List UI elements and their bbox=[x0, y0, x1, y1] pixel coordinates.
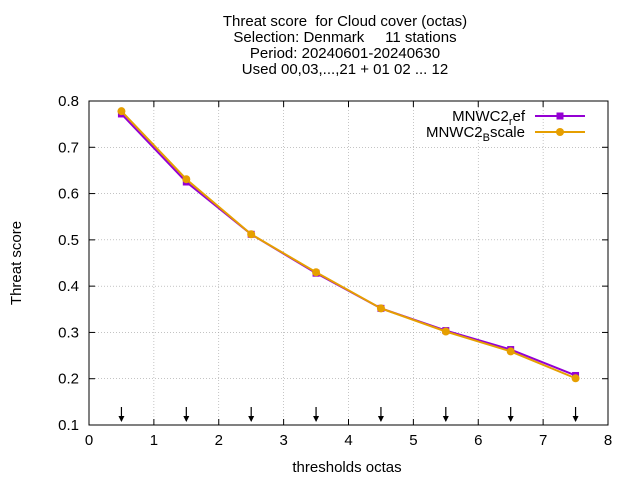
x-tick-label: 5 bbox=[409, 432, 417, 449]
x-tick-label: 1 bbox=[150, 432, 158, 449]
x-tick-label: 8 bbox=[604, 432, 612, 449]
legend-marker bbox=[556, 128, 564, 136]
title-line-3: Period: 20240601-20240630 bbox=[249, 45, 441, 62]
legend-marker bbox=[556, 112, 564, 120]
data-point bbox=[117, 107, 126, 116]
legend-label: MNWC2Bscale bbox=[426, 124, 525, 144]
threshold-arrow bbox=[183, 407, 190, 422]
data-point bbox=[376, 304, 385, 313]
legend-entry: MNWC2ref bbox=[452, 108, 585, 128]
x-tick-label: 3 bbox=[279, 432, 287, 449]
threshold-arrow bbox=[313, 407, 320, 422]
axes: 0 1 2 3 4 5 6 7 8 0.1 0.2 0.3 0.4 0.5 0.6 0.7 0.8 bbox=[58, 93, 612, 449]
y-tick-label: 0.4 bbox=[58, 278, 79, 295]
x-axis-label: thresholds octas bbox=[292, 459, 401, 476]
y-tick-label: 0.6 bbox=[58, 186, 79, 203]
legend-entry: MNWC2Bscale bbox=[426, 124, 585, 144]
title-line-2: Selection: Denmark 11 stations bbox=[233, 29, 457, 46]
y-axis-label: Threat score bbox=[8, 221, 25, 305]
y-tick-label: 0.5 bbox=[58, 232, 79, 249]
title-line-4: Used 00,03,...,21 + 01 02 ... 12 bbox=[241, 61, 449, 78]
threshold-arrow-head bbox=[442, 416, 449, 422]
y-tick-label: 0.2 bbox=[58, 371, 79, 388]
y-tick-label: 0.1 bbox=[58, 417, 79, 434]
threshold-arrow bbox=[377, 407, 384, 422]
threshold-arrow bbox=[572, 407, 579, 422]
series-line bbox=[120, 110, 576, 380]
grid bbox=[89, 101, 608, 425]
threshold-arrow-head bbox=[118, 416, 125, 422]
threshold-arrow-head bbox=[572, 416, 579, 422]
series-line bbox=[120, 113, 576, 377]
y-tick-label: 0.3 bbox=[58, 324, 79, 341]
threshold-arrow-head bbox=[313, 416, 320, 422]
threshold-arrow bbox=[507, 407, 514, 422]
threshold-arrow bbox=[442, 407, 449, 422]
series-mnwc2-b bbox=[117, 107, 580, 383]
y-tick-label: 0.7 bbox=[58, 139, 79, 156]
threshold-arrow bbox=[248, 407, 255, 422]
data-point bbox=[182, 175, 191, 184]
data-point bbox=[441, 327, 450, 336]
y-tick-label: 0.8 bbox=[58, 93, 79, 110]
series-lines bbox=[117, 107, 580, 383]
threshold-arrows bbox=[118, 407, 579, 422]
threshold-arrow-head bbox=[248, 416, 255, 422]
threshold-arrow-head bbox=[507, 416, 514, 422]
x-tick-label: 7 bbox=[539, 432, 547, 449]
data-point bbox=[571, 374, 580, 383]
x-tick-label: 0 bbox=[85, 432, 93, 449]
threshold-arrow-head bbox=[377, 416, 384, 422]
data-point bbox=[247, 230, 256, 239]
title-line-1: Threat score for Cloud cover (octas) bbox=[222, 13, 468, 30]
threshold-arrow bbox=[118, 407, 125, 422]
threshold-arrow-head bbox=[183, 416, 190, 422]
x-tick-label: 6 bbox=[474, 432, 482, 449]
data-point bbox=[312, 268, 321, 277]
data-point bbox=[506, 347, 515, 356]
legend-label: MNWC2ref bbox=[452, 108, 526, 128]
chart-title: Threat score for Cloud cover (octas) Sel… bbox=[0, 14, 640, 78]
x-tick-label: 4 bbox=[344, 432, 352, 449]
x-tick-label: 2 bbox=[215, 432, 223, 449]
